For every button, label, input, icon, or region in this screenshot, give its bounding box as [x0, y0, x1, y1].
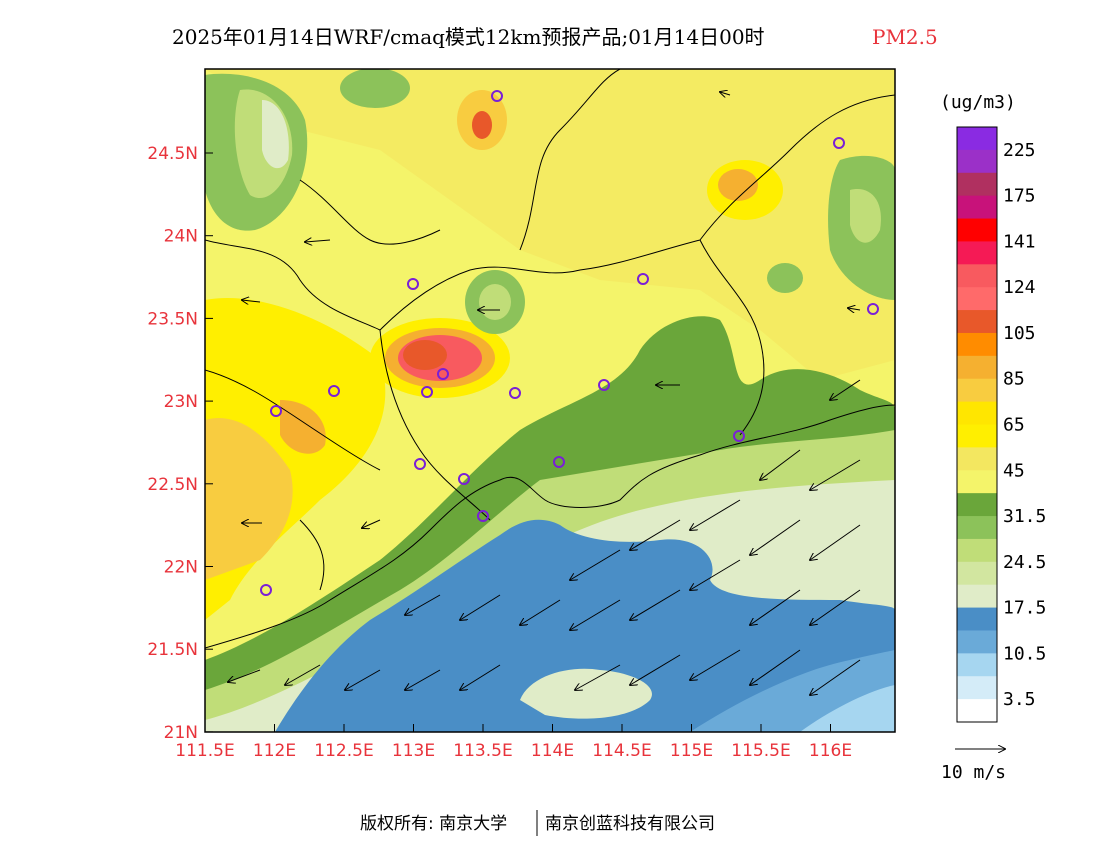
- wind-legend-label: 10 m/s: [941, 762, 1006, 783]
- pm25-north-green: [340, 69, 410, 108]
- colorbar-label: 17.5: [1003, 598, 1046, 619]
- colorbar-label: 10.5: [1003, 643, 1046, 664]
- map-area: [205, 69, 895, 732]
- lat-tick-label: 22N: [164, 558, 198, 578]
- lon-tick-label: 113E: [392, 741, 435, 761]
- colorbar-label: 24.5: [1003, 552, 1046, 573]
- colorbar-segment: [957, 287, 997, 311]
- lat-tick-label: 24.5N: [147, 144, 198, 164]
- colorbar-label: 65: [1003, 415, 1025, 436]
- lon-tick-label: 116E: [809, 741, 852, 761]
- pm25-north-core: [472, 111, 492, 139]
- pm25-hotspot: [403, 340, 447, 370]
- lat-tick-label: 21.5N: [147, 640, 198, 660]
- pm25-zone-45: [205, 69, 895, 380]
- colorbar-segment: [957, 424, 997, 448]
- colorbar-label: 141: [1003, 231, 1036, 252]
- colorbar-label: 31.5: [1003, 506, 1046, 527]
- colorbar-segment: [957, 470, 997, 494]
- colorbar-segment: [957, 561, 997, 586]
- colorbar-segment: [957, 493, 997, 517]
- colorbar-segment: [957, 332, 997, 357]
- lat-tick-label: 22.5N: [147, 475, 198, 495]
- lon-tick-label: 112E: [253, 741, 296, 761]
- colorbar-label: 175: [1003, 186, 1036, 207]
- colorbar-frame: [956, 126, 998, 723]
- colorbar-segment: [957, 149, 997, 174]
- pm25-nw-pale: [262, 100, 289, 169]
- colorbar-segment: [957, 355, 997, 380]
- pm25-zone-85-west: [205, 418, 293, 580]
- lon-tick-label: 112.5E: [314, 741, 373, 761]
- map-title: 2025年01月14日WRF/cmaq模式12km预报产品;01月14日00时: [172, 25, 765, 49]
- colorbar-segment: [957, 241, 997, 265]
- pm25-zone-85-patch: [280, 400, 326, 454]
- boundaries: [205, 69, 895, 649]
- colorbar-segment: [957, 699, 997, 723]
- footer-company: 南京创蓝科技有限公司: [545, 814, 715, 834]
- colorbar-segment: [957, 630, 997, 654]
- colorbar-segment: [957, 653, 997, 677]
- wind-vectors: [228, 92, 861, 695]
- colorbar-segment: [957, 218, 997, 242]
- pm25-ne-core: [718, 169, 758, 201]
- colorbar-segment: [957, 538, 997, 563]
- lon-tick-label: 111.5E: [175, 741, 234, 761]
- colorbar-segment: [957, 584, 997, 609]
- lon-tick-label: 115.5E: [731, 741, 790, 761]
- colorbar-segment: [957, 676, 997, 700]
- pm25-sea-island-zone: [520, 668, 652, 719]
- colorbar-segment: [957, 127, 997, 151]
- colorbar-labels: 225 175 141 124 105 85 65 45 31.5 24.5 17.5 10.5 3.5: [1003, 140, 1046, 710]
- colorbar-segment: [957, 195, 997, 220]
- lat-tick-label: 24N: [164, 227, 198, 247]
- lat-tick-label: 21N: [164, 723, 198, 743]
- lon-tick-label: 115E: [670, 741, 713, 761]
- footer-copyright: 版权所有: 南京大学: [360, 814, 507, 834]
- colorbar-segment: [957, 172, 997, 197]
- coastline: [205, 404, 895, 649]
- station-markers: [260, 90, 879, 596]
- colorbar-label: 85: [1003, 369, 1025, 390]
- colorbar-segment: [957, 516, 997, 540]
- pm25-sea-blue: [275, 519, 895, 732]
- lon-tick-label: 113.5E: [453, 741, 512, 761]
- colorbar-label: 225: [1003, 140, 1036, 161]
- longitude-axis: 111.5E 112E 112.5E 113E 113.5E 114E 114.5E 115E…: [175, 724, 852, 761]
- colorbar-segment: [957, 607, 997, 631]
- colorbar: [956, 126, 998, 723]
- colorbar-segment: [957, 401, 997, 425]
- latitude-axis: 24.5N 24N 23.5N 23N 22.5N 22N 21.5N 21N: [147, 144, 213, 743]
- colorbar-segment: [957, 310, 997, 334]
- variable-label: PM2.5: [872, 25, 938, 49]
- colorbar-label: 105: [1003, 323, 1036, 344]
- map-frame: [204, 68, 896, 733]
- colorbar-label: 124: [1003, 277, 1036, 298]
- colorbar-segment: [957, 447, 997, 471]
- lat-tick-label: 23N: [164, 392, 198, 412]
- lat-tick-label: 23.5N: [147, 309, 198, 329]
- lon-tick-label: 114.5E: [592, 741, 651, 761]
- lon-tick-label: 114E: [531, 741, 574, 761]
- colorbar-segment: [957, 378, 997, 403]
- colorbar-unit: (ug/m3): [940, 92, 1016, 113]
- colorbar-label: 45: [1003, 460, 1025, 481]
- colorbar-label: 3.5: [1003, 689, 1036, 710]
- colorbar-segment: [957, 264, 997, 288]
